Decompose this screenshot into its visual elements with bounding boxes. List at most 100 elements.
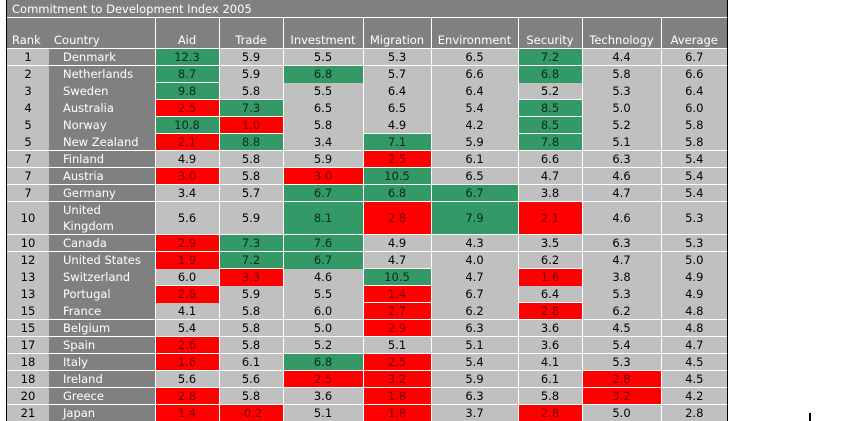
security-cell: 5.2	[517, 82, 582, 100]
average-cell: 5.8	[660, 116, 727, 134]
environment-cell: 6.3	[430, 319, 518, 337]
trade-cell: 5.8	[218, 319, 283, 337]
trade-cell: 5.8	[218, 82, 283, 100]
security-cell: 5.8	[517, 387, 582, 405]
column-header-security[interactable]: Security	[517, 18, 582, 49]
country-cell: Portugal	[49, 285, 155, 303]
migration-cell: 5.1	[362, 336, 431, 354]
average-cell: 5.4	[660, 150, 727, 168]
country-cell: United Kingdom	[49, 201, 155, 235]
table-row: 13 Portugal 2.8 5.9 5.5 1.4 6.7 6.4 5.3 4.9	[7, 285, 727, 303]
technology-cell: 5.0	[581, 99, 661, 117]
environment-cell: 5.9	[430, 133, 518, 151]
rank-cell: 7	[7, 150, 49, 168]
column-header-rank[interactable]: Rank	[7, 18, 49, 49]
table-row: 2 Netherlands 8.7 5.9 6.8 5.7 6.6 6.8 5.8 6.6	[7, 65, 727, 83]
trade-cell: 5.8	[218, 336, 283, 354]
rank-cell: 18	[7, 370, 49, 388]
trade-cell: 5.7	[218, 184, 283, 202]
migration-cell: 4.7	[362, 251, 431, 269]
technology-cell: 5.4	[581, 336, 661, 354]
aid-cell: 5.4	[154, 319, 219, 337]
rank-cell: 17	[7, 336, 49, 354]
security-cell: 6.6	[517, 150, 582, 168]
environment-cell: 5.1	[430, 336, 518, 354]
aid-cell: 1.6	[154, 353, 219, 371]
trade-cell: 7.2	[218, 251, 283, 269]
column-header-trade[interactable]: Trade	[218, 18, 283, 49]
investment-cell: 8.1	[282, 201, 363, 235]
investment-cell: 5.9	[282, 150, 363, 168]
security-cell: 4.1	[517, 353, 582, 371]
table-row: 20 Greece 2.8 5.8 3.6 1.8 6.3 5.8 3.2 4.2	[7, 387, 727, 405]
country-cell: Spain	[49, 336, 155, 354]
environment-cell: 5.9	[430, 370, 518, 388]
country-cell: Switzerland	[49, 268, 155, 286]
migration-cell: 1.4	[362, 285, 431, 303]
rank-cell: 21	[7, 404, 49, 421]
investment-cell: 5.8	[282, 116, 363, 134]
migration-cell: 3.2	[362, 370, 431, 388]
average-cell: 6.6	[660, 65, 727, 83]
environment-cell: 6.1	[430, 150, 518, 168]
investment-cell: 5.0	[282, 319, 363, 337]
environment-cell: 6.7	[430, 285, 518, 303]
investment-cell: 5.5	[282, 48, 363, 66]
technology-cell: 4.7	[581, 184, 661, 202]
technology-cell: 5.1	[581, 133, 661, 151]
technology-cell: 4.6	[581, 167, 661, 185]
rank-cell: 4	[7, 99, 49, 117]
country-cell: New Zealand	[49, 133, 155, 151]
trade-cell: 7.3	[218, 99, 283, 117]
cdi-table-panel: Commitment to Development Index 2005 Ran…	[6, 0, 728, 421]
migration-cell: 1.8	[362, 387, 431, 405]
column-header-aid[interactable]: Aid	[154, 18, 219, 49]
trade-cell: 8.8	[218, 133, 283, 151]
table-row: 5 New Zealand 2.1 8.8 3.4 7.1 5.9 7.8 5.1 5.8	[7, 133, 727, 151]
aid-cell: 8.7	[154, 65, 219, 83]
investment-cell: 6.7	[282, 251, 363, 269]
security-cell: 2.8	[517, 404, 582, 421]
trade-cell: 5.9	[218, 65, 283, 83]
environment-cell: 6.5	[430, 167, 518, 185]
cdi-table: Rank Country Aid Trade Investment Migration En…	[7, 18, 727, 421]
rank-cell: 13	[7, 268, 49, 286]
aid-cell: 4.9	[154, 150, 219, 168]
table-row: 10 Canada 2.9 7.3 7.6 4.9 4.3 3.5 6.3 5.3	[7, 234, 727, 252]
rank-cell: 12	[7, 251, 49, 269]
security-cell: 7.2	[517, 48, 582, 66]
aid-cell: 6.0	[154, 268, 219, 286]
technology-cell: 4.4	[581, 48, 661, 66]
column-header-migration[interactable]: Migration	[362, 18, 431, 49]
technology-cell: 6.3	[581, 150, 661, 168]
rank-cell: 10	[7, 201, 49, 235]
column-header-investment[interactable]: Investment	[282, 18, 363, 49]
rank-cell: 7	[7, 184, 49, 202]
aid-cell: 5.6	[154, 370, 219, 388]
environment-cell: 6.5	[430, 48, 518, 66]
trade-cell: 5.8	[218, 150, 283, 168]
technology-cell: 5.3	[581, 82, 661, 100]
table-row: 3 Sweden 9.8 5.8 5.5 6.4 6.4 5.2 5.3 6.4	[7, 82, 727, 100]
rank-cell: 18	[7, 353, 49, 371]
table-row: 21 Japan 1.4 -0.2 5.1 1.8 3.7 2.8 5.0 2.8	[7, 404, 727, 421]
column-header-technology[interactable]: Technology	[581, 18, 661, 49]
rank-cell: 15	[7, 302, 49, 320]
table-row: 15 France 4.1 5.8 6.0 2.7 6.2 2.8 6.2 4.8	[7, 302, 727, 320]
column-header-average[interactable]: Average	[660, 18, 727, 49]
aid-cell: 5.6	[154, 201, 219, 235]
aid-cell: 2.5	[154, 99, 219, 117]
average-cell: 4.2	[660, 387, 727, 405]
security-cell: 8.5	[517, 116, 582, 134]
technology-cell: 5.3	[581, 353, 661, 371]
environment-cell: 6.4	[430, 82, 518, 100]
country-cell: Belgium	[49, 319, 155, 337]
cursor-mark	[809, 413, 811, 421]
environment-cell: 4.3	[430, 234, 518, 252]
table-row: 17 Spain 2.6 5.8 5.2 5.1 5.1 3.6 5.4 4.7	[7, 336, 727, 354]
column-header-country[interactable]: Country	[49, 18, 155, 49]
security-cell: 4.7	[517, 167, 582, 185]
column-header-environment[interactable]: Environment	[430, 18, 518, 49]
investment-cell: 2.5	[282, 370, 363, 388]
country-cell: Denmark	[49, 48, 155, 66]
